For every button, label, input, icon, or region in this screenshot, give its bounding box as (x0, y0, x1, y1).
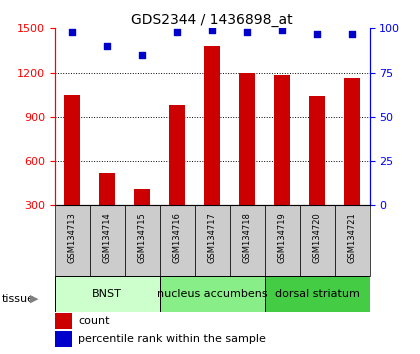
Point (174, 29, 181, 35)
Point (244, 29, 250, 35)
Point (139, 52, 145, 58)
Bar (230, 205, 265, 276)
Bar (134, 189, 150, 205)
Bar (239, 73, 255, 205)
Bar (55, 205, 89, 276)
Point (209, 27, 215, 33)
Text: GSM134720: GSM134720 (312, 212, 322, 263)
Text: GSM134716: GSM134716 (173, 212, 181, 263)
Bar (55, 313, 72, 329)
Bar (125, 205, 160, 276)
Text: GSM134717: GSM134717 (207, 212, 217, 263)
Bar (89, 205, 125, 276)
Bar (160, 276, 265, 312)
Point (69, 29, 76, 35)
Text: GSM134718: GSM134718 (243, 212, 252, 263)
Bar (265, 205, 299, 276)
Bar (335, 205, 370, 276)
Text: ▶: ▶ (30, 294, 39, 304)
Title: GDS2344 / 1436898_at: GDS2344 / 1436898_at (131, 13, 293, 27)
Text: nucleus accumbens: nucleus accumbens (157, 289, 268, 299)
Text: GSM134713: GSM134713 (68, 212, 76, 263)
Text: GSM134721: GSM134721 (348, 212, 357, 263)
Text: count: count (78, 316, 110, 326)
Bar (55, 276, 160, 312)
Text: GSM134719: GSM134719 (278, 212, 286, 263)
Point (279, 27, 286, 33)
Bar (274, 75, 290, 205)
Text: GSM134715: GSM134715 (138, 212, 147, 263)
Bar (309, 96, 325, 205)
Text: tissue: tissue (2, 294, 35, 304)
Bar (55, 331, 72, 347)
Bar (204, 46, 220, 205)
Bar (344, 78, 360, 205)
Bar (194, 205, 230, 276)
Text: dorsal striatum: dorsal striatum (275, 289, 360, 299)
Bar (64, 95, 80, 205)
Text: GSM134714: GSM134714 (102, 212, 112, 263)
Point (314, 31, 320, 36)
Point (349, 31, 355, 36)
Bar (160, 205, 194, 276)
Text: percentile rank within the sample: percentile rank within the sample (78, 334, 266, 344)
Text: BNST: BNST (92, 289, 122, 299)
Bar (99, 173, 115, 205)
Bar (169, 105, 185, 205)
Point (104, 43, 110, 49)
Bar (299, 205, 335, 276)
Bar (265, 276, 370, 312)
